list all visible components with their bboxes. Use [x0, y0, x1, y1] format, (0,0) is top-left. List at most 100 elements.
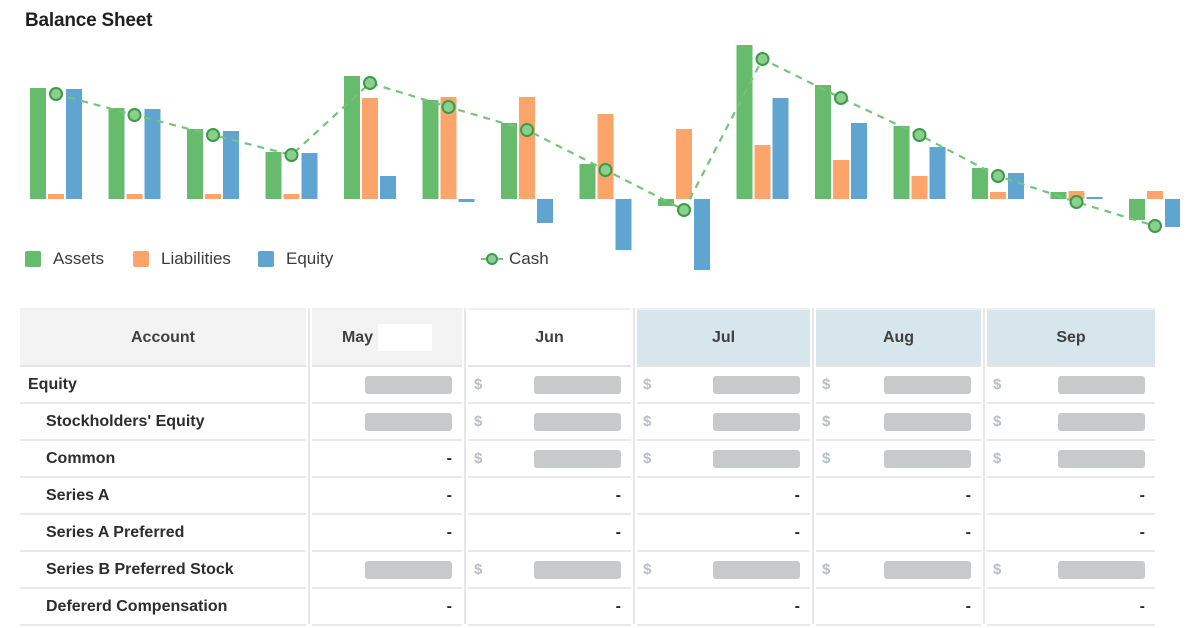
- liabilities-bar[interactable]: [597, 114, 614, 199]
- account-label: Series A: [46, 486, 110, 504]
- cash-marker[interactable]: [1148, 219, 1162, 233]
- liabilities-bar[interactable]: [48, 194, 64, 199]
- dollar-sign: $: [993, 376, 1002, 393]
- value-cell: $: [468, 367, 631, 404]
- account-label: Defererd Compensation: [46, 597, 228, 615]
- value-cell: [312, 404, 462, 441]
- dollar-sign: $: [474, 450, 483, 467]
- redacted-value-block: [534, 412, 621, 431]
- liabilities-bar[interactable]: [362, 98, 378, 199]
- liabilities-bar[interactable]: [754, 145, 771, 199]
- value-cell: $: [987, 404, 1155, 441]
- equity-bar[interactable]: [929, 147, 946, 199]
- liabilities-bar[interactable]: [519, 97, 535, 199]
- cash-marker[interactable]: [520, 123, 534, 137]
- assets-bar[interactable]: [972, 168, 988, 199]
- value-cell: -: [637, 589, 810, 626]
- equity-bar[interactable]: [537, 199, 553, 223]
- liabilities-bar[interactable]: [833, 160, 849, 199]
- liabilities-bar[interactable]: [676, 129, 692, 199]
- redacted-value-block: [1058, 375, 1145, 394]
- cash-marker[interactable]: [127, 108, 142, 122]
- assets-bar[interactable]: [344, 76, 360, 199]
- equity-bar[interactable]: [301, 153, 318, 199]
- redacted-value-block: [884, 412, 971, 431]
- empty-value-dash: -: [1139, 486, 1145, 504]
- assets-bar[interactable]: [579, 164, 596, 199]
- liabilities-bar[interactable]: [911, 176, 928, 199]
- account-label: Series A Preferred: [46, 523, 185, 541]
- cash-marker[interactable]: [1069, 195, 1084, 209]
- assets-bar[interactable]: [815, 85, 831, 199]
- account-label: Series B Preferred Stock: [46, 560, 234, 578]
- redacted-value-block: [534, 375, 621, 394]
- equity-bar[interactable]: [851, 123, 867, 199]
- cash-marker[interactable]: [363, 76, 377, 90]
- legend-label: Equity: [286, 249, 334, 268]
- value-cell: $: [816, 367, 981, 404]
- equity-bar[interactable]: [615, 199, 632, 250]
- value-cell: -: [312, 478, 462, 515]
- equity-bar[interactable]: [1008, 173, 1024, 199]
- legend-item-assets[interactable]: Assets: [25, 246, 104, 272]
- equity-bar[interactable]: [1165, 199, 1180, 227]
- assets-bar[interactable]: [187, 129, 203, 199]
- liabilities-bar[interactable]: [1147, 191, 1163, 199]
- cash-marker-icon: [481, 251, 503, 267]
- value-cell: $: [987, 441, 1155, 478]
- value-cell: [312, 367, 462, 404]
- table-row-label: Stockholders' Equity: [20, 404, 306, 441]
- value-cell: $: [987, 367, 1155, 404]
- assets-bar[interactable]: [501, 123, 517, 199]
- value-cell: $: [637, 441, 810, 478]
- cash-marker[interactable]: [598, 163, 613, 177]
- assets-bar[interactable]: [30, 88, 46, 199]
- legend-item-equity[interactable]: Equity: [258, 246, 333, 272]
- table-column-dividers: [20, 308, 1155, 624]
- table-row-label: Series B Preferred Stock: [20, 552, 306, 589]
- liabilities-bar[interactable]: [205, 194, 221, 199]
- cash-marker[interactable]: [206, 128, 220, 142]
- equity-bar[interactable]: [772, 98, 789, 199]
- legend-item-liabilities[interactable]: Liabilities: [133, 246, 231, 272]
- account-label: Stockholders' Equity: [46, 412, 205, 430]
- empty-value-dash: -: [794, 486, 800, 504]
- equity-bar[interactable]: [144, 109, 161, 199]
- assets-bar[interactable]: [108, 108, 125, 199]
- value-cell: $: [637, 404, 810, 441]
- cash-marker[interactable]: [755, 52, 770, 66]
- cash-marker[interactable]: [441, 100, 456, 114]
- liabilities-bar[interactable]: [990, 192, 1006, 199]
- legend-item-cash[interactable]: Cash: [481, 246, 549, 272]
- assets-swatch-icon: [25, 251, 41, 267]
- equity-bar[interactable]: [223, 131, 239, 199]
- empty-value-dash: -: [794, 523, 800, 541]
- legend-label: Cash: [509, 249, 549, 268]
- assets-bar[interactable]: [422, 100, 439, 199]
- column-header-may: May: [312, 308, 462, 367]
- cash-marker[interactable]: [284, 148, 299, 162]
- liabilities-bar[interactable]: [283, 194, 300, 199]
- column-header-label: Aug: [882, 328, 915, 346]
- balance-sheet-chart: [30, 45, 1180, 270]
- assets-bar[interactable]: [658, 199, 674, 206]
- cash-marker[interactable]: [49, 87, 63, 101]
- equity-bar[interactable]: [694, 199, 710, 270]
- column-divider: [633, 308, 635, 624]
- equity-bar[interactable]: [66, 89, 82, 199]
- value-cell: -: [816, 589, 981, 626]
- cash-marker[interactable]: [991, 169, 1005, 183]
- value-cell: -: [312, 441, 462, 478]
- assets-bar[interactable]: [1129, 199, 1145, 220]
- liabilities-bar[interactable]: [126, 194, 143, 199]
- assets-bar[interactable]: [736, 45, 753, 199]
- equity-bar[interactable]: [458, 199, 475, 202]
- cash-marker[interactable]: [677, 203, 691, 217]
- assets-bar[interactable]: [893, 126, 910, 199]
- cash-marker[interactable]: [912, 128, 927, 142]
- liabilities-bar[interactable]: [440, 97, 457, 199]
- equity-bar[interactable]: [380, 176, 396, 199]
- cash-marker[interactable]: [834, 91, 848, 105]
- equity-bar[interactable]: [1086, 197, 1103, 199]
- assets-bar[interactable]: [265, 152, 282, 199]
